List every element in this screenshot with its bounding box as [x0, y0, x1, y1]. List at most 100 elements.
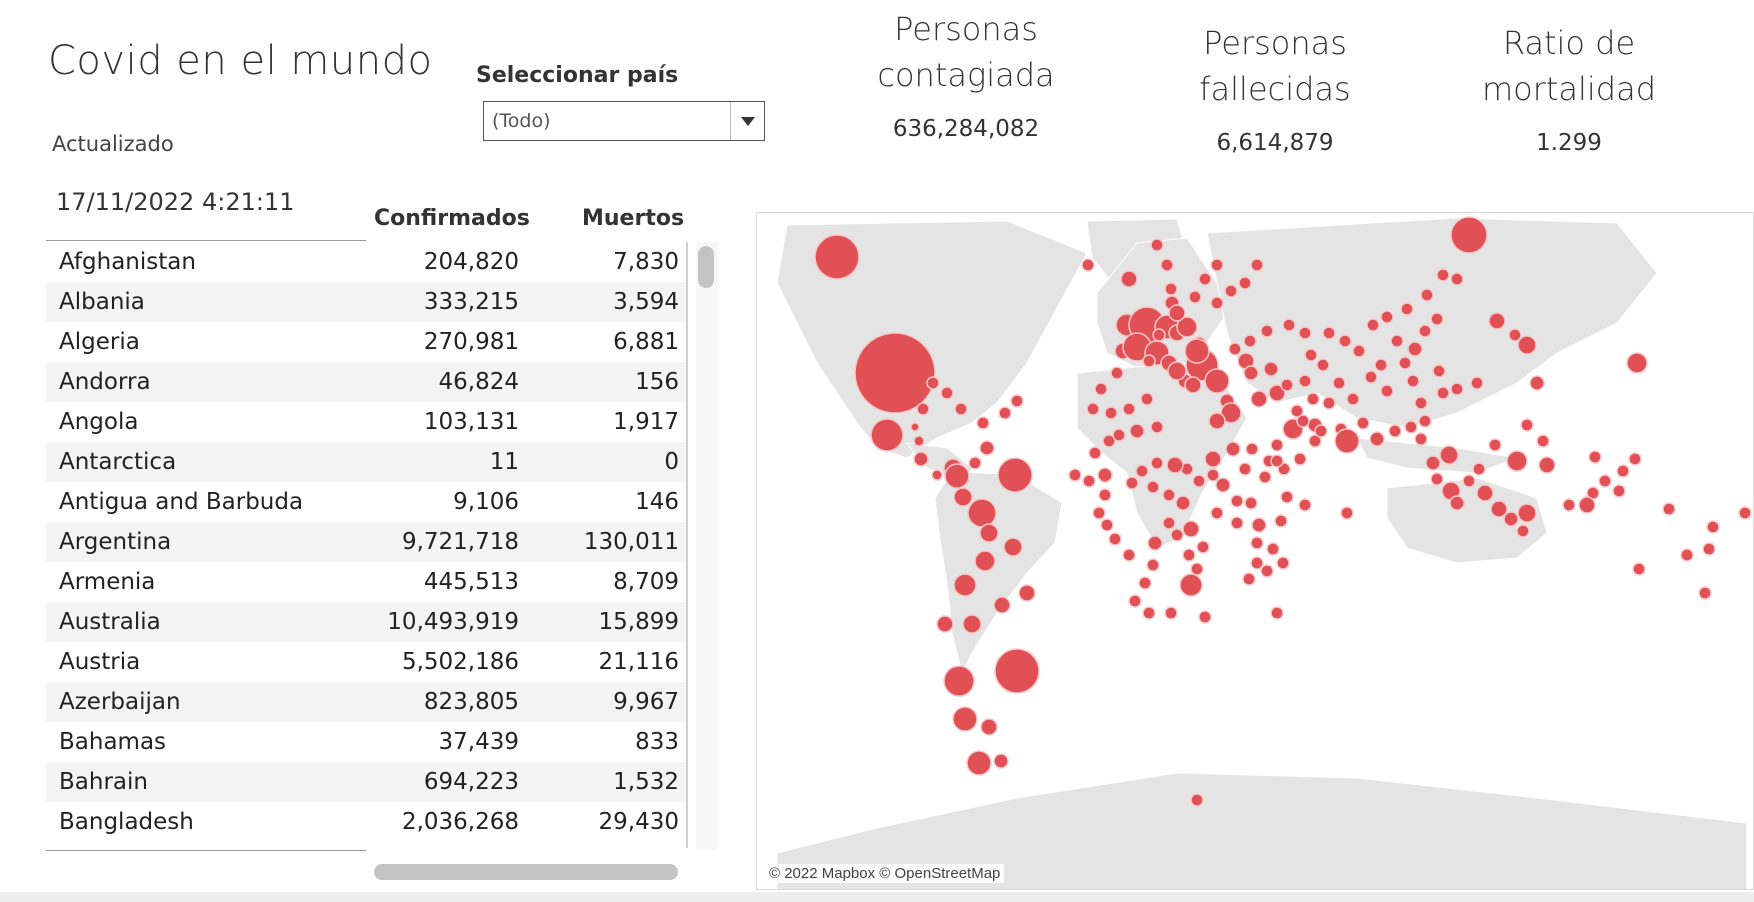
- country-marker[interactable]: [962, 614, 982, 634]
- country-marker[interactable]: [1536, 434, 1550, 448]
- country-marker[interactable]: [1147, 535, 1163, 551]
- country-marker[interactable]: [940, 386, 954, 400]
- country-marker[interactable]: [1414, 396, 1428, 410]
- country-marker[interactable]: [1450, 272, 1464, 286]
- country-marker[interactable]: [870, 418, 904, 452]
- country-marker[interactable]: [931, 469, 943, 481]
- country-marker[interactable]: [1196, 540, 1210, 554]
- country-marker[interactable]: [1598, 474, 1612, 488]
- country-marker[interactable]: [1449, 495, 1465, 511]
- country-marker[interactable]: [976, 416, 990, 430]
- country-marker[interactable]: [1188, 290, 1202, 304]
- country-marker[interactable]: [1488, 438, 1502, 452]
- country-marker[interactable]: [1175, 495, 1191, 511]
- country-marker[interactable]: [1436, 268, 1450, 282]
- country-marker[interactable]: [1125, 476, 1139, 490]
- country-marker[interactable]: [1322, 396, 1336, 410]
- country-marker[interactable]: [1260, 564, 1274, 578]
- country-marker[interactable]: [1243, 334, 1257, 348]
- country-marker[interactable]: [1003, 537, 1023, 557]
- country-marker[interactable]: [994, 648, 1040, 694]
- country-marker[interactable]: [1430, 312, 1444, 326]
- country-marker[interactable]: [1179, 573, 1203, 597]
- table-row[interactable]: Azerbaijan 823,805 9,967: [46, 682, 686, 722]
- country-marker[interactable]: [1506, 450, 1528, 472]
- country-marker[interactable]: [1270, 606, 1284, 620]
- country-marker[interactable]: [1251, 517, 1267, 533]
- country-marker[interactable]: [1436, 386, 1450, 400]
- country-marker[interactable]: [1104, 406, 1118, 420]
- country-marker[interactable]: [1407, 341, 1423, 357]
- country-marker[interactable]: [1250, 390, 1268, 408]
- country-marker[interactable]: [1245, 442, 1259, 456]
- country-marker[interactable]: [1517, 335, 1537, 355]
- country-marker[interactable]: [1488, 312, 1506, 330]
- country-marker[interactable]: [936, 615, 954, 633]
- country-marker[interactable]: [1270, 438, 1284, 452]
- country-marker[interactable]: [1538, 456, 1556, 474]
- country-marker[interactable]: [993, 596, 1011, 614]
- country-marker[interactable]: [1296, 414, 1310, 428]
- country-marker[interactable]: [1476, 484, 1494, 502]
- country-marker[interactable]: [944, 463, 970, 489]
- country-marker[interactable]: [1112, 428, 1126, 442]
- country-marker[interactable]: [1298, 374, 1312, 388]
- horizontal-scrollbar-thumb[interactable]: [374, 864, 678, 880]
- country-marker[interactable]: [1088, 446, 1102, 460]
- country-marker[interactable]: [910, 422, 920, 432]
- country-marker[interactable]: [1164, 282, 1178, 296]
- table-row[interactable]: Bangladesh 2,036,268 29,430: [46, 802, 686, 842]
- country-marker[interactable]: [954, 402, 968, 416]
- country-marker[interactable]: [1356, 416, 1370, 430]
- country-marker[interactable]: [1208, 412, 1226, 430]
- country-marker[interactable]: [913, 435, 925, 447]
- country-marker[interactable]: [1390, 334, 1404, 348]
- country-marker[interactable]: [1462, 474, 1476, 488]
- country-marker[interactable]: [1340, 506, 1354, 520]
- country-marker[interactable]: [1263, 361, 1279, 377]
- country-marker[interactable]: [1140, 392, 1154, 406]
- country-marker[interactable]: [993, 753, 1009, 769]
- country-marker[interactable]: [1198, 610, 1212, 624]
- country-marker[interactable]: [1250, 258, 1264, 272]
- country-marker[interactable]: [1306, 392, 1320, 406]
- country-marker[interactable]: [1238, 276, 1252, 290]
- country-marker[interactable]: [1680, 548, 1694, 562]
- table-row[interactable]: Bahamas 37,439 833: [46, 722, 686, 762]
- table-row[interactable]: Angola 103,131 1,917: [46, 402, 686, 442]
- country-marker[interactable]: [1380, 310, 1394, 324]
- country-marker[interactable]: [1210, 296, 1224, 310]
- country-marker[interactable]: [1184, 376, 1202, 394]
- country-dropdown[interactable]: (Todo): [483, 101, 765, 141]
- country-marker[interactable]: [952, 706, 978, 732]
- country-marker[interactable]: [1400, 302, 1414, 316]
- country-marker[interactable]: [814, 234, 860, 280]
- country-marker[interactable]: [1270, 454, 1284, 468]
- country-marker[interactable]: [1346, 392, 1360, 406]
- country-marker[interactable]: [926, 376, 940, 390]
- country-marker[interactable]: [916, 402, 930, 416]
- country-marker[interactable]: [1398, 356, 1412, 370]
- country-marker[interactable]: [1588, 450, 1602, 464]
- country-marker[interactable]: [1698, 586, 1712, 600]
- country-marker[interactable]: [1404, 420, 1418, 434]
- country-marker[interactable]: [1122, 548, 1136, 562]
- country-marker[interactable]: [1152, 328, 1166, 342]
- country-marker[interactable]: [1418, 324, 1432, 338]
- country-marker[interactable]: [1168, 304, 1186, 322]
- country-marker[interactable]: [1298, 326, 1312, 340]
- country-marker[interactable]: [998, 406, 1012, 420]
- country-marker[interactable]: [997, 457, 1033, 493]
- country-marker[interactable]: [1081, 258, 1095, 272]
- country-marker[interactable]: [1122, 402, 1136, 416]
- table-row[interactable]: Australia 10,493,919 15,899: [46, 602, 686, 642]
- country-marker[interactable]: [966, 750, 992, 776]
- country-marker[interactable]: [1162, 516, 1176, 530]
- country-marker[interactable]: [1332, 376, 1346, 390]
- country-marker[interactable]: [1266, 542, 1280, 556]
- table-row[interactable]: Albania 333,215 3,594: [46, 282, 686, 322]
- country-marker[interactable]: [1100, 518, 1114, 532]
- country-marker[interactable]: [953, 573, 977, 597]
- country-marker[interactable]: [1128, 594, 1142, 608]
- country-marker[interactable]: [1508, 328, 1522, 342]
